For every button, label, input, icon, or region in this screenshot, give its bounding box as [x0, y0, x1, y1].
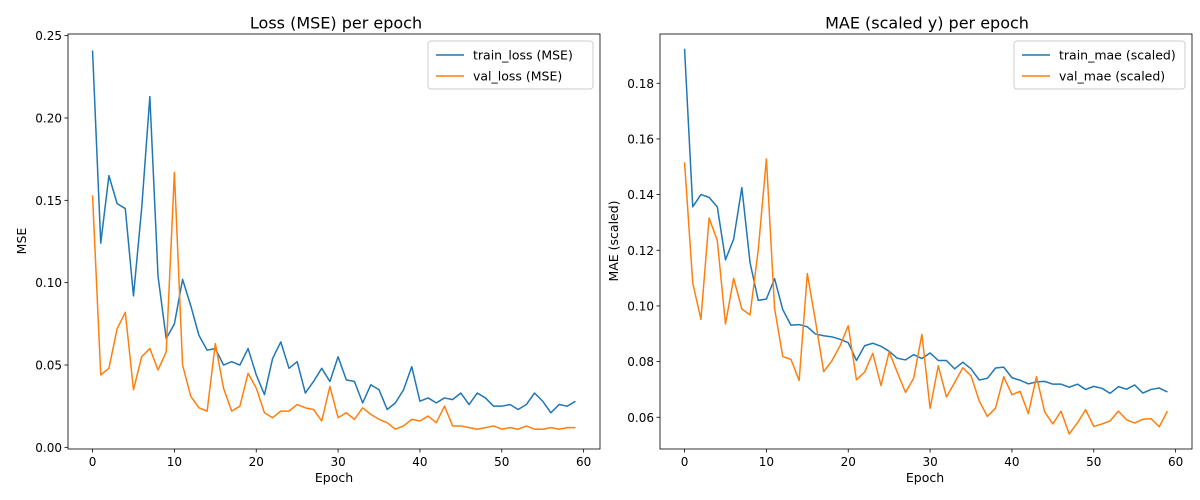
- mae-chart-x-tick-label: 60: [1168, 455, 1183, 469]
- loss-chart-y-tick-label: 0.15: [35, 194, 62, 208]
- mae-chart-series-line-0: [683, 48, 1168, 395]
- mae-chart-x-axis-label: Epoch: [906, 470, 944, 485]
- loss-chart-x-tick-label: 0: [89, 455, 97, 469]
- loss-chart-y-tick-label: 0.20: [35, 111, 62, 125]
- mae-chart-y-tick-label: 0.10: [627, 299, 654, 313]
- mae-chart-plot-frame: [659, 33, 1193, 450]
- mae-chart-x-tick-label: 0: [681, 455, 689, 469]
- loss-chart-title: Loss (MSE) per epoch: [250, 14, 422, 33]
- loss-chart-y-tick-label: 0.10: [35, 276, 62, 290]
- loss-chart-x-tick-label: 20: [249, 455, 264, 469]
- loss-chart-x-tick-label: 60: [576, 455, 591, 469]
- mae-chart-legend-label-0: train_mae (scaled): [1059, 48, 1176, 63]
- mae-chart-series-line-1: [683, 158, 1169, 435]
- loss-chart-y-tick-label: 0.25: [35, 29, 62, 43]
- loss-chart-x-tick-label: 40: [412, 455, 427, 469]
- loss-chart-x-tick-label: 50: [494, 455, 509, 469]
- loss-chart-legend: train_loss (MSE) val_loss (MSE): [427, 40, 594, 90]
- mae-chart-legend-label-1: val_mae (scaled): [1059, 69, 1165, 84]
- mae-chart-x-tick-label: 50: [1086, 455, 1101, 469]
- mae-chart-legend: train_mae (scaled) val_mae (scaled): [1013, 40, 1186, 90]
- loss-chart-legend-box: [427, 40, 594, 90]
- loss-chart-series-line-1: [91, 171, 576, 430]
- mae-chart-y-tick-label: 0.08: [627, 355, 654, 369]
- mae-chart-y-axis-label: MAE (scaled): [606, 200, 621, 281]
- mae-chart-x-tick-label: 30: [922, 455, 937, 469]
- loss-chart-panel: Loss (MSE) per epoch Epoch MSE 0 10 20 30 40…: [14, 14, 601, 485]
- loss-chart-x-tick-label: 10: [167, 455, 182, 469]
- mae-chart-x-tick-label: 40: [1004, 455, 1019, 469]
- mae-chart-y-tick-label: 0.06: [627, 411, 654, 425]
- mae-chart-x-tick-label: 10: [759, 455, 774, 469]
- mae-chart-legend-box: [1013, 40, 1186, 90]
- mae-chart-x-tick-label: 20: [841, 455, 856, 469]
- mae-chart-y-tick-label: 0.16: [627, 132, 654, 146]
- mae-chart-y-tick-label: 0.12: [627, 244, 654, 258]
- mae-chart-panel: MAE (scaled y) per epoch Epoch MAE (scal…: [606, 14, 1193, 485]
- loss-chart-legend-label-1: val_loss (MSE): [473, 69, 562, 84]
- mae-chart-y-tick-label: 0.18: [627, 77, 654, 91]
- loss-chart-series-line-0: [91, 50, 576, 414]
- loss-chart-y-tick-label: 0.05: [35, 359, 62, 373]
- loss-chart-x-tick-label: 30: [330, 455, 345, 469]
- loss-chart-plot-frame: [67, 33, 601, 450]
- mae-chart-title: MAE (scaled y) per epoch: [825, 14, 1029, 33]
- loss-chart-y-axis-label: MSE: [14, 228, 29, 255]
- loss-chart-legend-label-0: train_loss (MSE): [473, 48, 573, 63]
- loss-chart-y-tick-label: 0.00: [35, 441, 62, 455]
- loss-chart-x-axis-label: Epoch: [315, 470, 353, 485]
- mae-chart-y-tick-label: 0.14: [627, 188, 654, 202]
